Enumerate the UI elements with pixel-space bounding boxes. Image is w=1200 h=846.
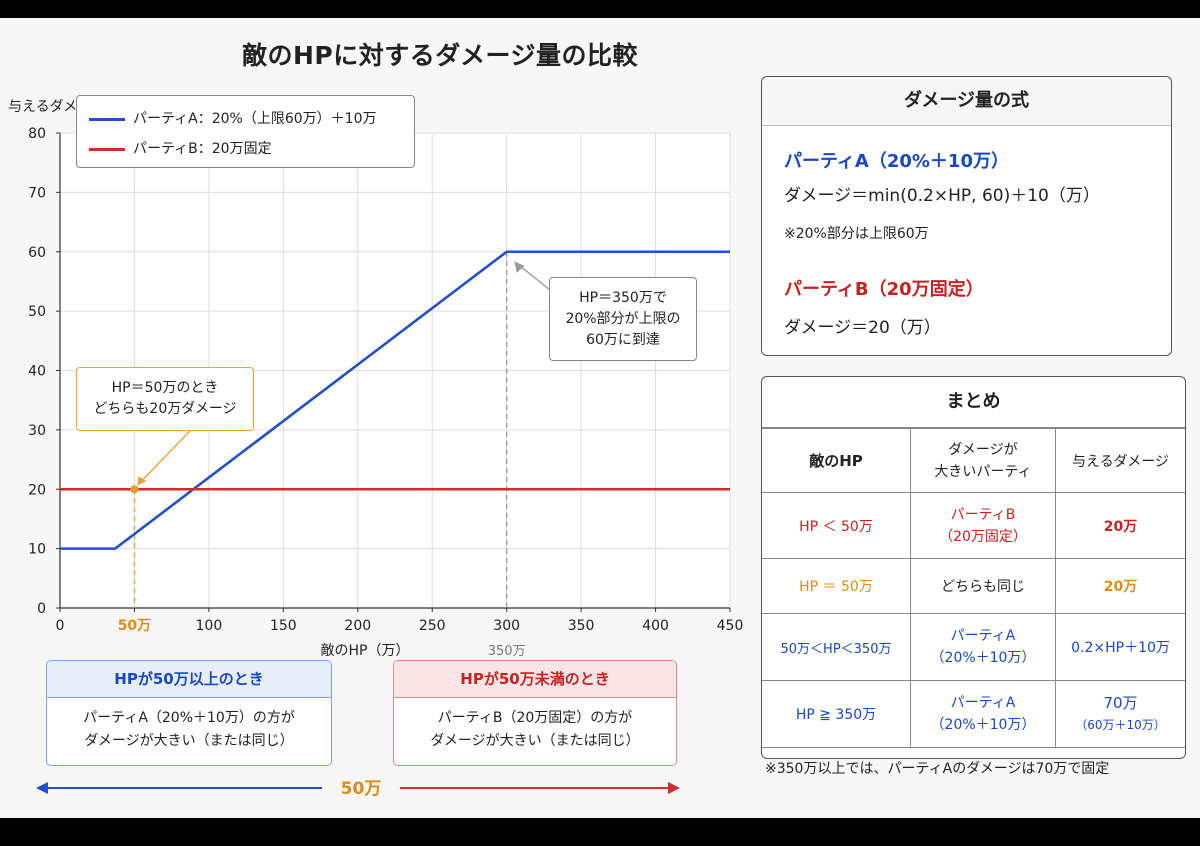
cap-callout-line-3: 60万に到達: [586, 332, 660, 348]
summary-note: ※350万以上では、パーティAのダメージは70万で固定: [765, 761, 1110, 777]
y-tick-label: 50: [28, 304, 46, 320]
info-box-above-50-line-2: ダメージが大きい（または同じ）: [84, 733, 294, 749]
intersection-callout-line-1: HP＝50万のとき: [111, 380, 219, 396]
summary-cell-damage: 0.2×HP＋10万: [1055, 613, 1185, 681]
y-tick-label: 40: [28, 364, 46, 380]
summary-cell-party: パーティA （20%＋10万）: [910, 613, 1056, 681]
summary-col-damage: 与えるダメージ: [1055, 428, 1185, 493]
legend-swatch-b: [89, 147, 125, 151]
formula-header: ダメージ量の式: [762, 77, 1171, 126]
info-box-below-50-body: パーティB（20万固定）の方が ダメージが大きい（または同じ）: [394, 698, 676, 753]
summary-cell-hp: HP ＜ 50万: [762, 492, 911, 559]
formula-a-expression: ダメージ＝min(0.2×HP, 60)＋10（万）: [784, 186, 1100, 206]
x-tick-label: 0: [56, 618, 65, 634]
cap-callout-line-2: 20%部分が上限の: [565, 311, 681, 327]
formula-a-name: パーティA（20%＋10万）: [784, 151, 1009, 172]
summary-cell-party: どちらも同じ: [910, 558, 1056, 614]
summary-cell-damage: 20万: [1055, 492, 1185, 559]
x-tick-label: 200: [344, 618, 371, 634]
legend-swatch-a: [89, 117, 125, 121]
y-tick-label: 10: [28, 542, 46, 558]
summary-panel: まとめ 敵のHP ダメージが 大きいパーティ 与えるダメージ HP ＜ 50万 …: [761, 376, 1186, 759]
info-box-above-50-header: HPが50万以上のとき: [47, 661, 331, 698]
summary-cell-hp: 50万＜HP＜350万: [762, 613, 911, 681]
intersection-x-label: 50万: [118, 618, 151, 634]
y-tick-label: 80: [28, 126, 46, 142]
summary-cell-damage: 20万: [1055, 558, 1185, 614]
y-tick-label: 60: [28, 245, 46, 261]
legend-item-b: パーティB：20万固定: [89, 138, 272, 158]
canvas: 敵のHPに対するダメージ量の比較 05010015020025030035040…: [0, 18, 1200, 818]
y-tick-label: 20: [28, 482, 46, 498]
threshold-arrow-label: 50万: [341, 779, 382, 799]
right-arrow-head: [668, 782, 680, 794]
table-row: HP ＝ 50万 どちらも同じ 20万: [762, 558, 1185, 614]
legend-item-a: パーティA：20%（上限60万）＋10万: [89, 108, 376, 128]
x-tick-label: 100: [196, 618, 223, 634]
info-box-below-50: HPが50万未満のとき パーティB（20万固定）の方が ダメージが大きい（または…: [393, 660, 677, 766]
x-tick-label: 350: [568, 618, 595, 634]
y-tick-label: 30: [28, 423, 46, 439]
x-axis-title: 敵のHP（万）: [321, 643, 410, 659]
series-line-party-a: [60, 250, 730, 550]
cap-callout-line-1: HP＝350万で: [579, 290, 667, 306]
summary-table: 敵のHP ダメージが 大きいパーティ 与えるダメージ HP ＜ 50万 パーティ…: [762, 428, 1185, 748]
chart-axes: [56, 132, 731, 612]
table-row: HP ≧ 350万 パーティA （20%＋10万） 70万 （60万＋10万）: [762, 680, 1185, 748]
cap-guide-label: 350万: [488, 644, 526, 659]
x-tick-label: 450: [717, 618, 744, 634]
legend-label-a: パーティA：20%（上限60万）＋10万: [133, 111, 377, 127]
cap-callout: HP＝350万で 20%部分が上限の 60万に到達: [549, 277, 697, 361]
intersection-point: [130, 485, 139, 494]
summary-cell-damage-main: 70万: [1103, 694, 1138, 712]
summary-cell-damage-sub: （60万＋10万）: [1075, 718, 1166, 732]
info-box-below-50-line-2: ダメージが大きい（または同じ）: [430, 733, 640, 749]
summary-cell-damage: 70万 （60万＋10万）: [1055, 680, 1185, 748]
x-tick-label: 150: [270, 618, 297, 634]
summary-col-party: ダメージが 大きいパーティ: [910, 428, 1056, 493]
chart-legend: パーティA：20%（上限60万）＋10万 パーティB：20万固定: [76, 95, 415, 168]
table-row: 50万＜HP＜350万 パーティA （20%＋10万） 0.2×HP＋10万: [762, 613, 1185, 681]
legend-label-b: パーティB：20万固定: [133, 141, 272, 157]
y-tick-label: 0: [37, 601, 46, 617]
summary-header: まとめ: [762, 377, 1185, 428]
page-title: 敵のHPに対するダメージ量の比較: [242, 41, 638, 70]
y-tick-label: 70: [28, 185, 46, 201]
summary-col-hp: 敵のHP: [762, 428, 911, 493]
formula-a-note: ※20%部分は上限60万: [784, 226, 929, 242]
table-row: HP ＜ 50万 パーティB （20万固定） 20万: [762, 492, 1185, 559]
x-tick-label: 250: [419, 618, 446, 634]
summary-cell-party: パーティB （20万固定）: [910, 492, 1056, 559]
summary-cell-hp: HP ＝ 50万: [762, 558, 911, 614]
info-box-below-50-header: HPが50万未満のとき: [394, 661, 676, 698]
summary-cell-party: パーティA （20%＋10万）: [910, 680, 1056, 748]
summary-header-row: 敵のHP ダメージが 大きいパーティ 与えるダメージ: [762, 428, 1185, 493]
info-box-above-50-line-1: パーティA（20%＋10万）の方が: [83, 710, 295, 726]
info-box-above-50-body: パーティA（20%＋10万）の方が ダメージが大きい（または同じ）: [47, 698, 331, 753]
intersection-callout-line-2: どちらも20万ダメージ: [93, 401, 237, 417]
formula-b-name: パーティB（20万固定）: [784, 279, 984, 300]
intersection-callout: HP＝50万のとき どちらも20万ダメージ: [76, 367, 254, 431]
x-tick-label: 300: [493, 618, 520, 634]
cap-callout-arrowhead: [514, 261, 525, 273]
formula-b-expression: ダメージ＝20（万）: [784, 318, 941, 338]
intersection-callout-arrowhead: [137, 476, 147, 486]
summary-cell-hp: HP ≧ 350万: [762, 680, 911, 748]
threshold-arrows: 50万: [36, 779, 680, 799]
formula-panel: ダメージ量の式 パーティA（20%＋10万） ダメージ＝min(0.2×HP, …: [761, 76, 1172, 356]
x-tick-label: 400: [642, 618, 669, 634]
left-arrow-head: [36, 782, 48, 794]
info-box-below-50-line-1: パーティB（20万固定）の方が: [437, 710, 633, 726]
info-box-above-50: HPが50万以上のとき パーティA（20%＋10万）の方が ダメージが大きい（ま…: [46, 660, 332, 766]
